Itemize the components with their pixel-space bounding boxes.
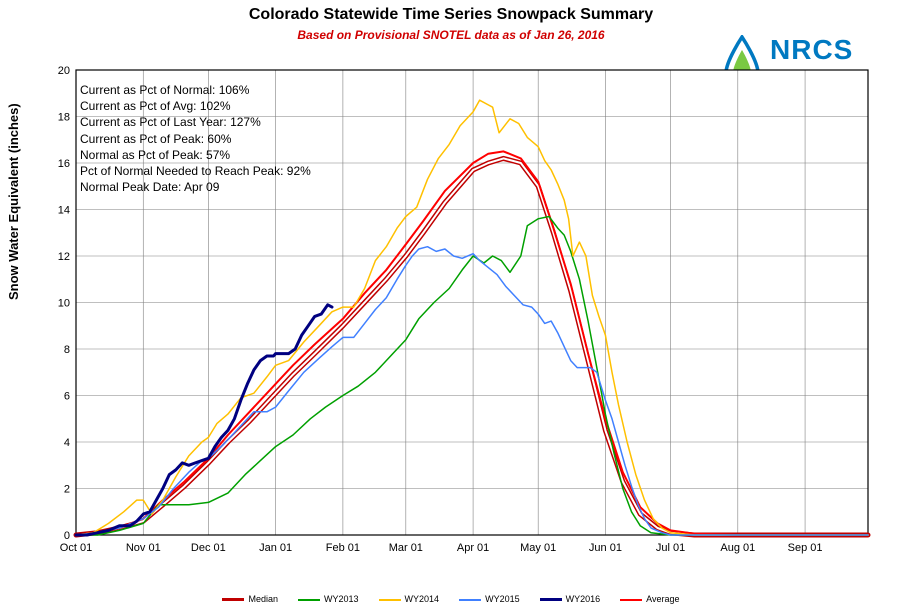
stats-line: Normal Peak Date: Apr 09: [80, 179, 311, 195]
legend-swatch: [222, 598, 244, 601]
stats-line: Current as Pct of Peak: 60%: [80, 131, 311, 147]
legend-swatch: [620, 599, 642, 601]
legend-item: WY2016: [540, 594, 601, 604]
y-tick-label: 20: [58, 65, 70, 77]
legend-item: Average: [620, 594, 679, 604]
legend-swatch: [540, 598, 562, 601]
x-tick-label: Sep 01: [788, 542, 823, 554]
y-tick-label: 14: [58, 205, 70, 217]
legend-label: WY2016: [566, 594, 601, 604]
legend-item: WY2013: [298, 594, 359, 604]
y-tick-label: 12: [58, 251, 70, 263]
y-tick-label: 6: [64, 391, 70, 403]
legend-label: WY2014: [405, 594, 440, 604]
legend: Median WY2013 WY2014 WY2015 WY2016 Average: [0, 593, 902, 604]
legend-item: WY2015: [459, 594, 520, 604]
chart-title: Colorado Statewide Time Series Snowpack …: [0, 6, 902, 24]
stats-line: Pct of Normal Needed to Reach Peak: 92%: [80, 163, 311, 179]
x-tick-label: May 01: [520, 542, 556, 554]
y-tick-label: 10: [58, 298, 70, 310]
legend-item: WY2014: [379, 594, 440, 604]
x-tick-label: Apr 01: [457, 542, 489, 554]
x-tick-label: Feb 01: [326, 542, 360, 554]
stats-line: Current as Pct of Normal: 106%: [80, 82, 311, 98]
y-axis-label: Snow Water Equivalent (inches): [6, 103, 21, 300]
stats-line: Normal as Pct of Peak: 57%: [80, 147, 311, 163]
y-tick-label: 4: [64, 437, 70, 449]
legend-item: Median: [222, 594, 278, 604]
x-tick-label: Dec 01: [191, 542, 226, 554]
y-tick-label: 18: [58, 112, 70, 124]
x-tick-label: Jun 01: [589, 542, 622, 554]
legend-swatch: [298, 599, 320, 601]
legend-swatch: [379, 599, 401, 601]
x-tick-label: Aug 01: [720, 542, 755, 554]
x-tick-label: Oct 01: [60, 542, 92, 554]
legend-label: Median: [248, 594, 278, 604]
legend-label: WY2013: [324, 594, 359, 604]
legend-label: Average: [646, 594, 679, 604]
legend-swatch: [459, 599, 481, 601]
x-tick-label: Nov 01: [126, 542, 161, 554]
legend-label: WY2015: [485, 594, 520, 604]
y-tick-label: 8: [64, 344, 70, 356]
stats-line: Current as Pct of Avg: 102%: [80, 98, 311, 114]
y-tick-label: 0: [64, 530, 70, 542]
y-tick-label: 2: [64, 484, 70, 496]
y-tick-label: 16: [58, 158, 70, 170]
chart-container: Colorado Statewide Time Series Snowpack …: [0, 0, 902, 614]
stats-box: Current as Pct of Normal: 106%Current as…: [80, 82, 311, 195]
x-tick-label: Jan 01: [259, 542, 292, 554]
x-tick-label: Mar 01: [389, 542, 423, 554]
x-tick-label: Jul 01: [656, 542, 685, 554]
stats-line: Current as Pct of Last Year: 127%: [80, 114, 311, 130]
